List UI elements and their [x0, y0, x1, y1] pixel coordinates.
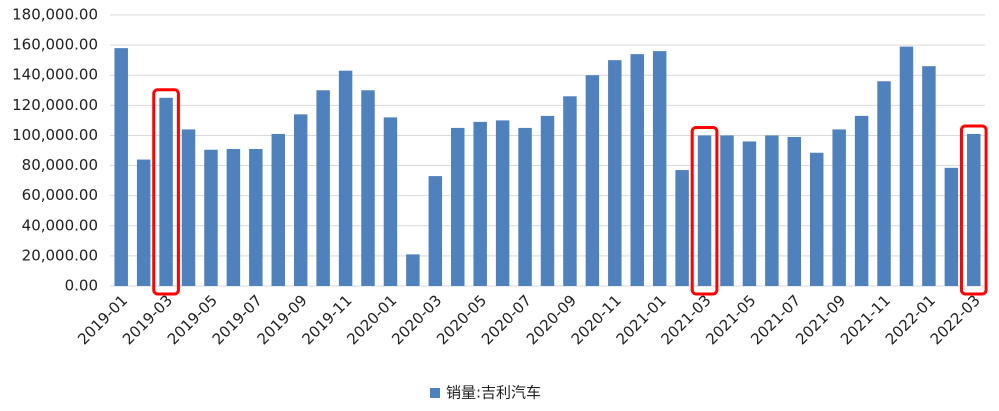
- bar: [630, 54, 644, 287]
- bar: [383, 117, 398, 286]
- x-tick-label: 2022-03: [927, 291, 984, 348]
- bar: [922, 66, 936, 286]
- bar: [810, 152, 824, 286]
- bar: [944, 167, 959, 286]
- bar: [406, 254, 420, 286]
- bar: [854, 115, 869, 286]
- y-tick-label: 40,000.00: [22, 216, 98, 234]
- y-tick-label: 120,000.00: [12, 96, 98, 114]
- bar: [787, 136, 802, 286]
- bar: [338, 70, 353, 286]
- bar: [563, 96, 577, 286]
- bar: [226, 148, 241, 286]
- bar: [159, 97, 173, 286]
- y-tick-label: 140,000.00: [12, 66, 98, 84]
- bar: [585, 75, 600, 286]
- y-tick-label: 60,000.00: [22, 186, 98, 204]
- bar: [316, 90, 330, 287]
- bar: [899, 46, 914, 286]
- bar: [742, 141, 757, 286]
- bar: [720, 135, 734, 286]
- legend-label: 销量:吉利汽车: [446, 384, 541, 402]
- bar: [451, 127, 465, 287]
- bar: [473, 121, 487, 287]
- bar: [181, 129, 196, 286]
- y-tick-label: 80,000.00: [22, 156, 98, 174]
- bar: [204, 149, 218, 286]
- bar: [518, 127, 532, 287]
- legend-swatch: [430, 388, 440, 398]
- y-tick-label: 20,000.00: [22, 246, 98, 264]
- highlight-box: [959, 124, 988, 296]
- bar: [697, 135, 712, 286]
- bar: [608, 60, 622, 286]
- bar: [114, 48, 128, 286]
- bar: [428, 176, 443, 286]
- y-tick-label: 0.00: [65, 277, 98, 295]
- bar: [877, 81, 891, 286]
- y-tick-label: 180,000.00: [12, 6, 98, 24]
- highlight-box: [152, 88, 180, 296]
- bar: [136, 159, 151, 286]
- y-tick-label: 100,000.00: [12, 126, 98, 144]
- highlight-box: [690, 125, 719, 296]
- bar: [675, 170, 689, 286]
- bar: [495, 120, 510, 286]
- bar: [361, 90, 375, 287]
- bar: [293, 114, 308, 286]
- bar: [271, 133, 285, 286]
- y-tick-label: 160,000.00: [12, 36, 98, 54]
- bar: [540, 115, 555, 286]
- bar: [652, 51, 667, 287]
- bar: [249, 148, 263, 286]
- bar: [765, 135, 779, 286]
- bar: [967, 133, 981, 286]
- bar: [832, 129, 846, 286]
